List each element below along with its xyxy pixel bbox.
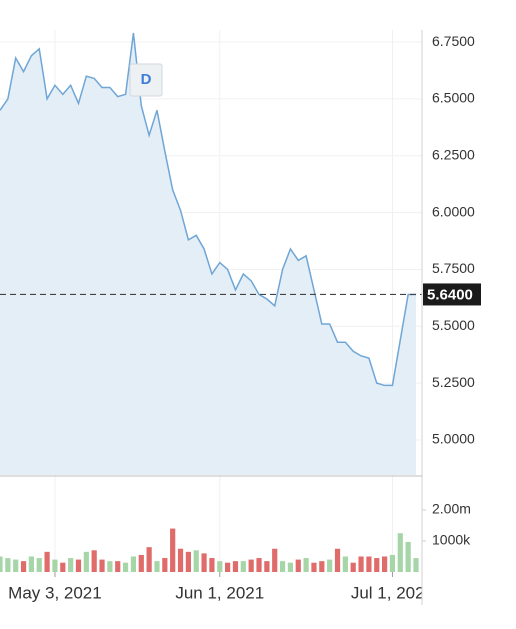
volume-bar — [358, 556, 364, 572]
volume-bar — [28, 556, 34, 572]
volume-bar — [374, 558, 380, 572]
y-tick-label: 6.5000 — [432, 90, 475, 106]
y-tick-label: 2.00m — [432, 501, 471, 517]
volume-bar — [68, 558, 74, 572]
volume-bar — [413, 558, 419, 572]
last-price-box — [423, 283, 481, 306]
volume-bar — [20, 561, 27, 572]
volume-bar — [272, 548, 278, 572]
volume-bar — [225, 562, 231, 572]
volume-bar — [264, 561, 270, 572]
volume-bar — [240, 561, 246, 572]
volume-bar — [154, 561, 160, 572]
volume-bar — [389, 554, 396, 572]
volume-panel — [0, 528, 419, 572]
volume-bar — [177, 548, 184, 572]
area-fill — [0, 32, 416, 475]
volume-bar — [397, 533, 403, 572]
volume-bar — [138, 554, 144, 572]
volume-bar — [5, 558, 11, 572]
volume-bar — [44, 551, 50, 572]
volume-bar — [107, 561, 113, 572]
volume-bar — [366, 556, 372, 572]
volume-bar — [75, 559, 82, 572]
volume-bar — [170, 528, 176, 572]
y-tick-label: 6.0000 — [432, 203, 475, 219]
last-price-label: 5.6400 — [427, 286, 473, 303]
volume-bar — [303, 558, 309, 572]
x-tick-label: Jul 1, 2021 — [351, 583, 434, 602]
volume-bar — [185, 551, 191, 572]
volume-bar — [232, 561, 239, 572]
volume-bar — [248, 559, 254, 572]
event-marker: D — [129, 63, 163, 97]
volume-bar — [83, 551, 89, 572]
x-axis: May 3, 2021 Jun 1, 2021 Jul 1, 2021 — [8, 572, 434, 602]
volume-bar — [279, 561, 286, 572]
volume-bar — [115, 561, 121, 572]
volume-bar — [405, 541, 411, 572]
y-tick-label: 5.2500 — [432, 374, 475, 390]
volume-bar — [382, 556, 388, 572]
y-axis: 6.7500 6.5000 6.2500 6.0000 5.7500 5.5000 5.25… — [422, 33, 481, 548]
volume-bar — [162, 558, 168, 572]
volume-bar — [122, 562, 129, 572]
volume-bar — [327, 559, 333, 572]
volume-bar — [13, 559, 19, 572]
volume-bar — [146, 547, 152, 572]
volume-bar — [201, 553, 207, 572]
volume-bar — [342, 556, 348, 572]
x-tick-label: May 3, 2021 — [8, 583, 102, 602]
marker-badge — [129, 63, 163, 97]
volume-bar — [209, 558, 215, 572]
volume-bar — [52, 559, 58, 572]
y-tick-label: 5.0000 — [432, 431, 475, 447]
price-line — [0, 32, 416, 387]
volume-bar — [217, 561, 223, 572]
volume-bar — [319, 561, 325, 572]
price-panel — [0, 32, 422, 475]
volume-bar — [99, 559, 105, 572]
volume-bar — [350, 562, 356, 572]
volume-bar — [193, 550, 199, 572]
volume-bar — [295, 559, 301, 572]
volume-bar — [334, 548, 341, 572]
volume-bar — [0, 556, 3, 572]
volume-bar — [311, 562, 317, 572]
y-tick-label: 6.2500 — [432, 146, 475, 162]
volume-bar — [256, 558, 262, 572]
x-tick-label: Jun 1, 2021 — [175, 583, 264, 602]
y-tick-label: 5.5000 — [432, 317, 475, 333]
marker-text: D — [141, 71, 152, 88]
y-tick-label: 1000k — [432, 532, 471, 548]
y-tick-label: 6.7500 — [432, 33, 475, 49]
volume-bar — [287, 562, 294, 572]
volume-bar — [60, 562, 66, 572]
y-tick-label: 5.7500 — [432, 260, 475, 276]
volume-bar — [130, 556, 137, 572]
volume-bar — [36, 558, 42, 572]
volume-bar — [91, 550, 97, 572]
